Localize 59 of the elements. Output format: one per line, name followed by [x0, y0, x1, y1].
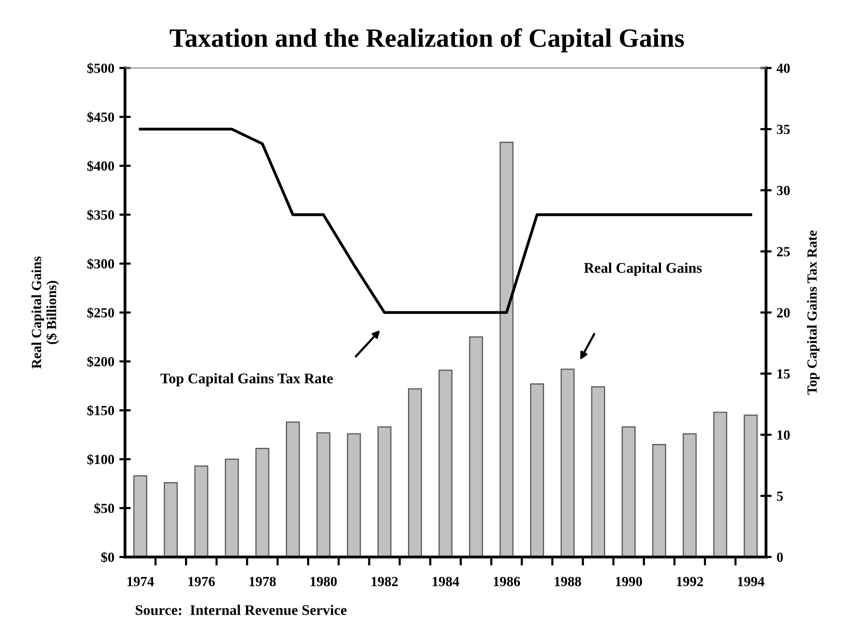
y-axis-title: Real Capital Gains ($ Billions) — [31, 256, 60, 369]
y2-tick-label: 30 — [776, 186, 790, 196]
bar — [652, 444, 666, 557]
x-tick-label: 1988 — [554, 576, 582, 586]
y-tick-label: $250 — [87, 307, 114, 318]
y-tick-label: $300 — [87, 258, 114, 270]
x-tick-label: 1986 — [494, 576, 520, 586]
y-tick-label: $150 — [87, 405, 114, 416]
x-tick-label: 1974 — [127, 576, 154, 586]
y2-tick-label: 25 — [777, 246, 790, 256]
bar — [255, 448, 270, 557]
bar — [713, 412, 728, 557]
y-tick-label: $400 — [87, 160, 114, 172]
bar — [377, 426, 392, 557]
bar — [164, 482, 178, 557]
x-tick-label: 1984 — [432, 576, 460, 586]
y2-tick-label: 40 — [776, 64, 790, 73]
annotation: Top Capital Gains Tax Rate — [160, 373, 333, 386]
x-tick-label: 1990 — [616, 576, 642, 586]
x-tick-label: 1994 — [738, 576, 764, 586]
bar — [682, 433, 697, 557]
y2-tick-label: 20 — [777, 308, 790, 318]
x-tick-label: 1992 — [676, 576, 703, 586]
bar — [530, 383, 544, 557]
bar — [744, 414, 758, 557]
y2-axis-title: Top Capital Gains Tax Rate — [806, 230, 820, 395]
x-tick-label: 1978 — [250, 576, 276, 586]
bar — [408, 388, 422, 557]
y-tick-label: $450 — [87, 112, 114, 123]
y-tick-label: $100 — [87, 454, 114, 466]
bar — [286, 421, 300, 557]
x-tick-label: 1982 — [372, 576, 398, 586]
y2-tick-label: 5 — [776, 492, 783, 501]
bar — [346, 433, 361, 557]
bar — [133, 475, 148, 557]
chart-title: Taxation and the Realization of Capital Gains — [170, 28, 684, 52]
y-tick-label: $500 — [87, 62, 114, 74]
y2-tick-label: 0 — [776, 552, 783, 562]
annotation: Real Capital Gains — [584, 262, 702, 276]
y-tick-label: $200 — [87, 356, 114, 368]
x-tick-label: 1980 — [310, 576, 337, 586]
y2-tick-label: 35 — [776, 124, 790, 134]
bar — [469, 336, 483, 557]
y2-tick-label: 10 — [778, 430, 790, 440]
bar — [224, 458, 239, 557]
bar — [622, 426, 636, 557]
bar — [560, 368, 575, 557]
source-note: Source: Internal Revenue Service — [136, 604, 347, 616]
bar — [194, 465, 208, 557]
y-tick-label: $350 — [87, 209, 114, 221]
y2-tick-label: 15 — [778, 369, 790, 379]
bar — [500, 142, 514, 557]
bar — [591, 386, 606, 557]
line-series — [138, 128, 752, 314]
x-tick-label: 1976 — [188, 576, 215, 586]
bar — [316, 432, 330, 557]
y-tick-label: $50 — [94, 502, 114, 514]
bar — [438, 370, 452, 557]
y-tick-label: $0 — [101, 552, 114, 563]
